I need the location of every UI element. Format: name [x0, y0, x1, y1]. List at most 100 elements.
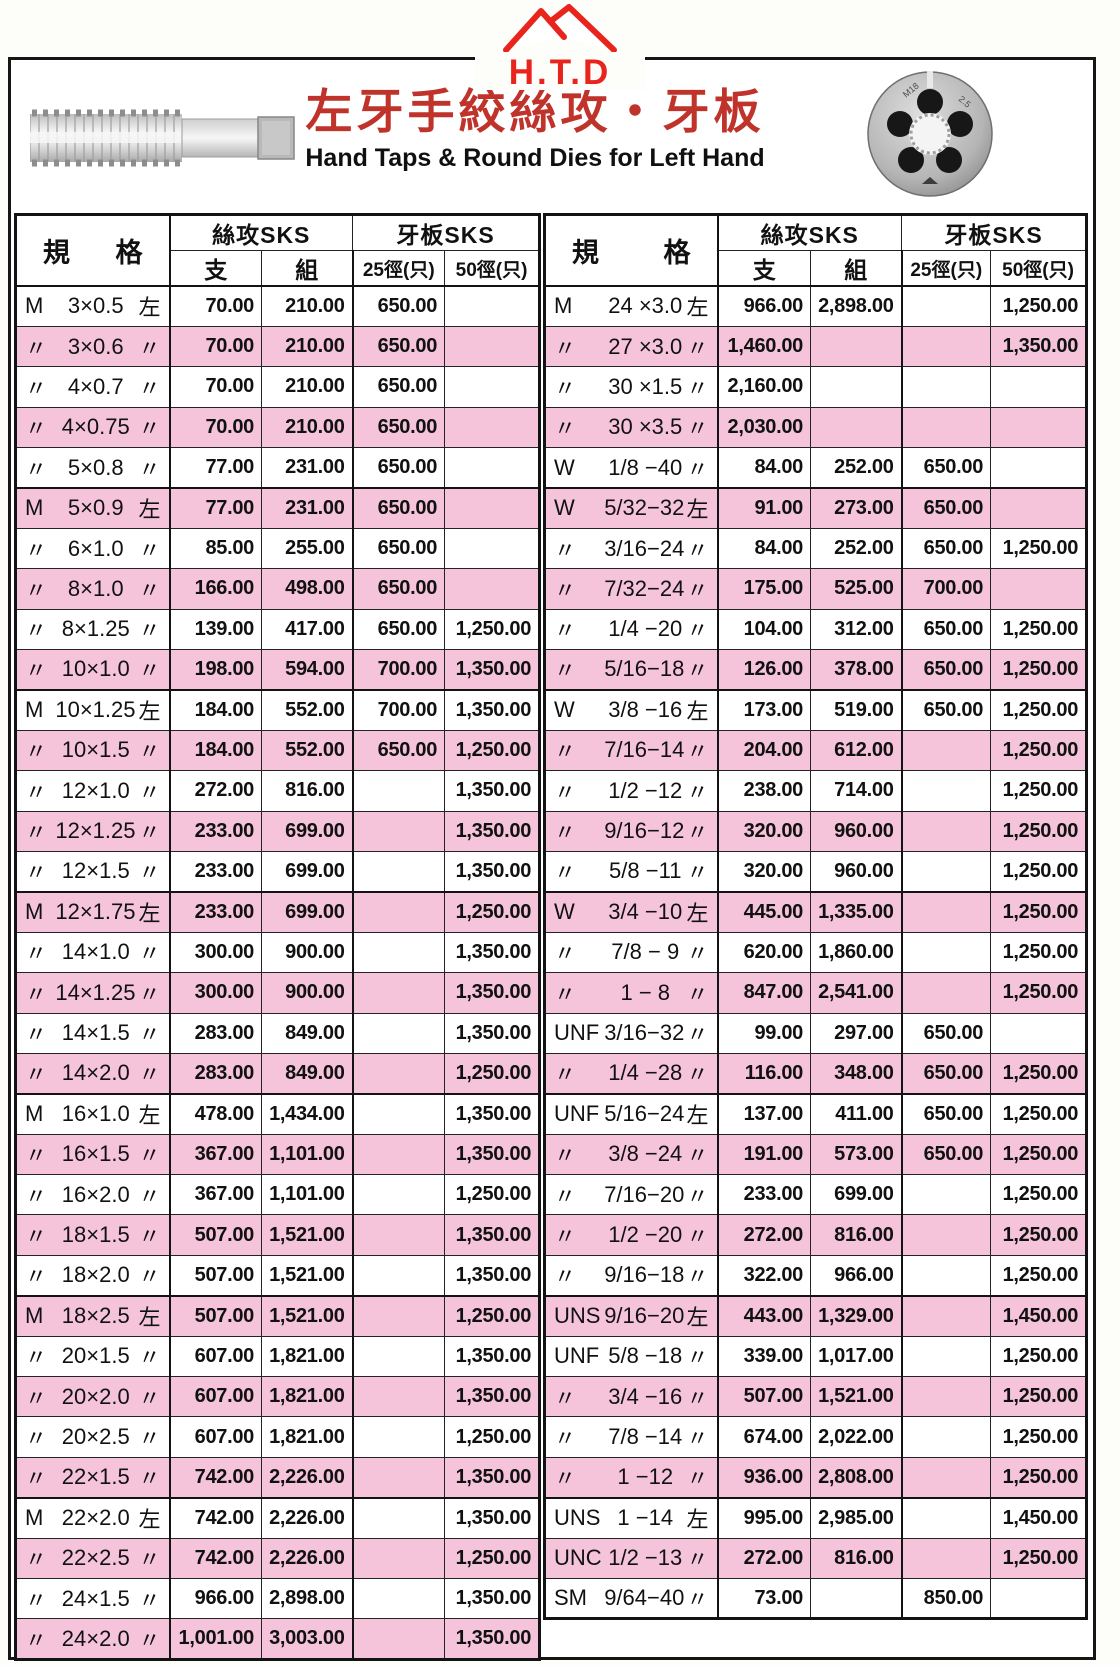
spec-prefix: UNF	[554, 1101, 600, 1127]
tap-per-piece-price-cell: 936.00	[717, 1456, 811, 1499]
spec-prefix: 〃	[25, 1627, 48, 1653]
table-row: W 3/8 −16 左 173.00 519.00 650.00 1,250.00	[544, 688, 1088, 731]
tap-per-set-price-cell: 966.00	[809, 1254, 903, 1297]
spec-header-char-1: 規	[572, 238, 599, 268]
table-row: M 3×0.5 左 70.00 210.00 650.00	[15, 285, 541, 327]
spec-cell: W 3/4 −10 左	[544, 890, 719, 933]
die-50-price-cell: 1,250.00	[990, 608, 1088, 651]
table-row: 〃 7/16−20 〃 233.00 699.00 1,250.00	[544, 1174, 1088, 1216]
spec-size: 24 ×3.0	[608, 293, 683, 319]
spec-cell: 〃 8×1.0 〃	[15, 568, 171, 610]
spec-hand-mark: 〃	[138, 1587, 161, 1613]
spec-hand-mark: 〃	[686, 1547, 709, 1573]
die-25-price-cell: 650.00	[352, 447, 446, 489]
tap-per-set-price-cell: 2,541.00	[809, 972, 903, 1014]
die-50-price-cell	[444, 527, 541, 570]
die-25-price-cell: 650.00	[352, 325, 446, 368]
die-25-price-cell: 650.00	[901, 447, 992, 489]
tap-per-set-price-cell: 2,898.00	[260, 1577, 354, 1620]
die-50-price-cell: 1,250.00	[444, 890, 541, 933]
spec-prefix: 〃	[554, 779, 577, 805]
spec-hand-mark: 〃	[138, 941, 161, 967]
tap-per-piece-price-cell: 445.00	[717, 890, 811, 933]
tap-per-set-price-cell: 273.00	[809, 486, 903, 529]
spec-hand-mark: 〃	[686, 820, 709, 846]
die-25-price-cell	[901, 1254, 992, 1297]
spec-cell: 〃 6×1.0 〃	[15, 527, 171, 570]
spec-hand-mark: 〃	[686, 1062, 709, 1088]
spec-size: 1/4 −20	[608, 616, 683, 642]
spec-cell: UNS 9/16−20 左	[544, 1294, 719, 1337]
tap-per-set-price-cell: 1,521.00	[260, 1214, 354, 1256]
spec-size: 1/2 −12	[608, 777, 683, 803]
tap-per-set-price-cell: 612.00	[809, 729, 903, 772]
spec-cell: W 3/8 −16 左	[544, 688, 719, 731]
die-25-price-cell	[352, 931, 446, 974]
tap-per-set-price-cell: 252.00	[809, 447, 903, 489]
spec-cell: 〃 14×1.25 〃	[15, 972, 171, 1014]
table-row: 〃 20×2.5 〃 607.00 1,821.00 1,250.00	[15, 1416, 541, 1458]
spec-prefix: 〃	[25, 941, 48, 967]
tap-per-set-price-cell: 2,226.00	[260, 1496, 354, 1539]
spec-prefix: 〃	[25, 537, 48, 563]
spec-prefix: SM	[554, 1585, 587, 1611]
die-50-price-cell	[444, 486, 541, 529]
tap-per-set-price-cell	[809, 366, 903, 408]
spec-prefix: 〃	[25, 1547, 48, 1573]
tap-per-set-price-cell: 1,017.00	[809, 1335, 903, 1378]
tap-per-set-price-cell: 552.00	[260, 688, 354, 731]
tap-per-set-price-cell: 2,808.00	[809, 1456, 903, 1499]
tap-per-set-price-cell: 594.00	[260, 649, 354, 691]
die-25-price-cell: 650.00	[352, 608, 446, 651]
spec-hand-mark: 左	[138, 497, 161, 523]
spec-hand-mark: 〃	[138, 1547, 161, 1573]
die-50-price-cell	[444, 568, 541, 610]
spec-size: 20×2.0	[61, 1383, 130, 1409]
tap-per-set-price-cell: 960.00	[809, 850, 903, 893]
die-50-price-cell: 1,350.00	[444, 1376, 541, 1418]
die-50-price-cell: 1,350.00	[444, 770, 541, 812]
tap-per-set-price-cell: 2,226.00	[260, 1456, 354, 1499]
spec-size: 3/4 −16	[608, 1383, 683, 1409]
spec-prefix: 〃	[25, 1183, 48, 1209]
spec-size: 1/4 −28	[608, 1060, 683, 1086]
spec-hand-mark: 左	[138, 295, 161, 321]
table-row: 〃 14×1.5 〃 283.00 849.00 1,350.00	[15, 1012, 541, 1054]
die-25-price-cell: 650.00	[352, 406, 446, 449]
die-50-price-cell: 1,250.00	[444, 1052, 541, 1095]
tap-per-piece-price-cell: 507.00	[169, 1214, 262, 1256]
spec-cell: 〃 24×2.0 〃	[15, 1618, 171, 1660]
spec-cell: 〃 5/8 −11 〃	[544, 850, 719, 893]
table-row: 〃 1/4 −20 〃 104.00 312.00 650.00 1,250.00	[544, 608, 1088, 651]
die-50-price-cell: 1,350.00	[444, 810, 541, 852]
spec-hand-mark: 左	[686, 1103, 709, 1129]
spec-hand-mark: 〃	[138, 1143, 161, 1169]
spec-prefix: 〃	[25, 618, 48, 644]
spec-size: 3/16−24	[604, 535, 685, 561]
spec-cell: 〃 1/2 −12 〃	[544, 770, 719, 812]
spec-prefix: 〃	[554, 618, 577, 644]
tap-group-header: 絲攻SKS	[168, 214, 354, 251]
tap-per-set-price-cell: 552.00	[260, 729, 354, 772]
spec-cell: 〃 16×2.0 〃	[15, 1174, 171, 1216]
die-50-price-cell: 1,350.00	[444, 688, 541, 731]
die-50-price-cell: 1,350.00	[990, 325, 1088, 368]
spec-hand-mark: 〃	[686, 1143, 709, 1169]
die-group-header: 牙板SKS	[901, 214, 1088, 251]
brand-logo: H.T.D	[475, 2, 645, 90]
die-50-price-cell: 1,350.00	[444, 972, 541, 1014]
spec-hand-mark: 〃	[138, 375, 161, 401]
spec-hand-mark: 〃	[138, 456, 161, 482]
tap-per-piece-price-cell: 320.00	[717, 810, 811, 852]
tap-per-set-price-cell: 252.00	[809, 527, 903, 570]
spec-cell: 〃 10×1.5 〃	[15, 729, 171, 772]
spec-cell: 〃 20×1.5 〃	[15, 1335, 171, 1378]
table-row: SM 9/64−40 〃 73.00 850.00	[544, 1577, 1088, 1620]
die-50-price-cell	[990, 1012, 1088, 1054]
table-row: 〃 8×1.0 〃 166.00 498.00 650.00	[15, 568, 541, 610]
spec-prefix: 〃	[25, 1143, 48, 1169]
table-row: 〃 27 ×3.0 〃 1,460.00 1,350.00	[544, 325, 1088, 368]
spec-hand-mark: 左	[138, 1305, 161, 1331]
die-25-price-cell: 650.00	[901, 527, 992, 570]
spec-hand-mark: 〃	[138, 779, 161, 805]
